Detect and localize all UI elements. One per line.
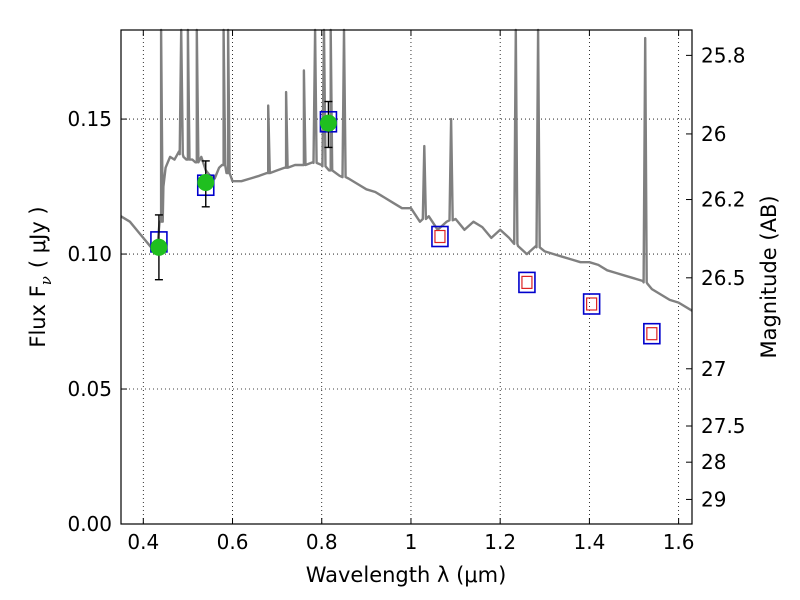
labels-layer: 0.4 0.6 0.8 1 1.2 1.4 1.6 0.00 0.05 0.10 0.15 25.8 2…	[67, 43, 745, 554]
y2-axis-title: Magnitude (AB)	[757, 195, 781, 358]
upper-limit-square	[521, 275, 533, 289]
upper-limit-square	[586, 297, 598, 311]
upper-limit-square	[646, 327, 658, 341]
x-tick-label: 0.8	[306, 530, 338, 554]
model-photometry-square	[518, 271, 536, 294]
y-axis-title-nu: ν	[37, 276, 55, 285]
upper-limit-square	[434, 229, 446, 244]
y2-tick-label: 26.2	[701, 188, 746, 212]
model-photometry-square	[643, 322, 661, 345]
observed-flux-point	[319, 114, 337, 132]
ticks-layer	[121, 30, 692, 525]
y2-tick-label: 25.8	[701, 43, 746, 67]
x-tick-label: 0.6	[217, 530, 249, 554]
y2-tick-label: 27.5	[701, 414, 746, 438]
y-tick-label: 0.00	[67, 512, 112, 536]
y2-tick-label: 28	[701, 450, 726, 474]
y-tick-label: 0.10	[67, 242, 112, 266]
y-axis-title: Flux Fν ( μJy )	[26, 206, 55, 347]
y2-tick-label: 27	[701, 357, 726, 381]
observed-flux-point	[197, 174, 215, 192]
points-layer	[150, 100, 661, 345]
grid-layer	[121, 30, 692, 525]
x-axis-title: Wavelength λ (μm)	[306, 563, 507, 587]
x-tick-label: 1.4	[573, 530, 605, 554]
y-tick-label: 0.05	[67, 377, 112, 401]
spectrum-layer	[120, 28, 693, 312]
y-axis-title-unit: ( μJy )	[26, 206, 50, 268]
y-tick-label: 0.15	[67, 107, 112, 131]
spectrum-line	[120, 28, 693, 312]
plot-frame	[120, 29, 693, 525]
x-tick-label: 1.2	[484, 530, 516, 554]
x-tick-label: 1.6	[663, 530, 695, 554]
y-axis-title-flux: Flux F	[26, 285, 50, 347]
y2-tick-label: 26.5	[701, 266, 746, 290]
model-photometry-square	[431, 225, 449, 248]
x-tick-label: 1	[405, 530, 418, 554]
observed-flux-point	[150, 238, 168, 256]
x-tick-label: 0.4	[127, 530, 159, 554]
model-photometry-square	[582, 293, 601, 315]
y2-tick-label: 29	[701, 487, 726, 511]
y2-tick-label: 26	[701, 122, 726, 146]
